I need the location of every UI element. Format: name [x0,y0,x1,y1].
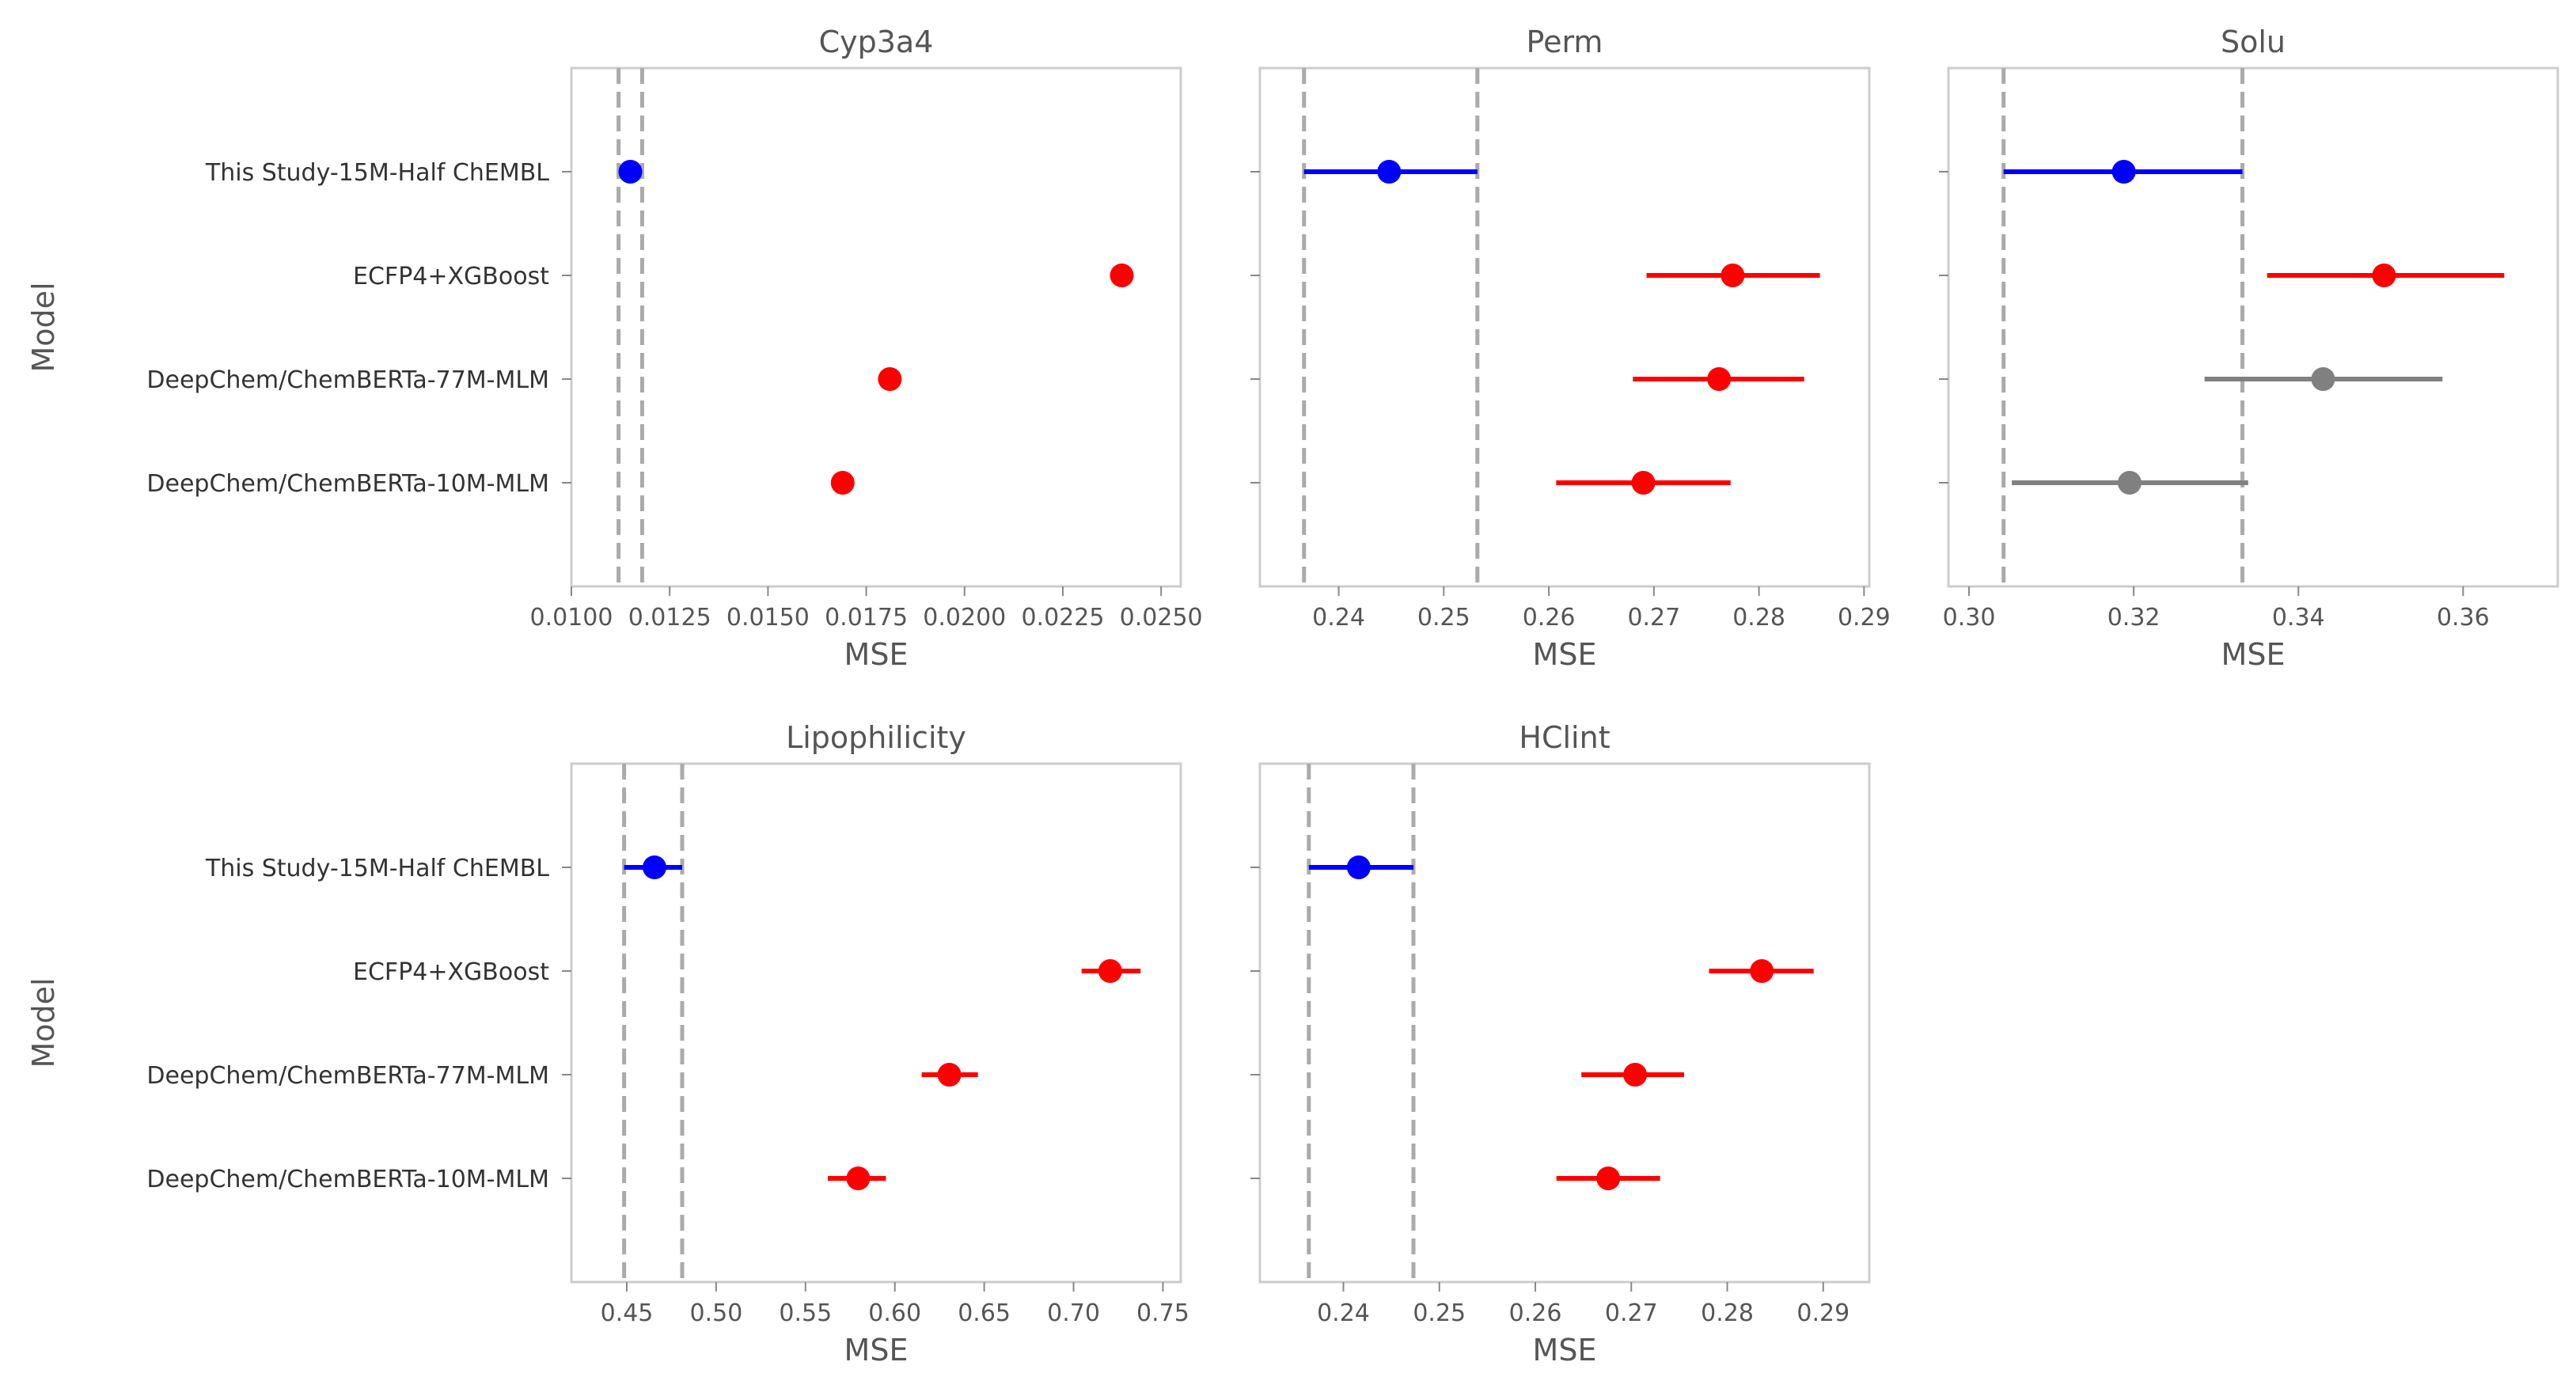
y-category-label: This Study-15M-Half ChEMBL [205,855,549,882]
x-tick-label: 0.30 [1943,604,1996,632]
x-tick-label: 0.29 [1838,604,1891,632]
x-tick-label: 0.0175 [825,604,908,632]
data-point [937,1063,962,1087]
panel-frame [570,762,1182,1284]
x-tick-label: 0.0150 [727,604,810,632]
y-category-label: DeepChem/ChemBERTa-77M-MLM [146,1062,549,1090]
panel-frame [1258,66,1871,588]
panel-title: Lipophilicity [786,720,966,755]
y-category-label: ECFP4+XGBoost [353,958,549,986]
panel-title: Cyp3a4 [819,25,934,59]
y-category-label: ECFP4+XGBoost [353,263,549,290]
x-tick-label: 0.50 [690,1299,743,1327]
data-point [1377,160,1402,184]
x-tick-label: 0.75 [1136,1299,1189,1327]
y-category-label: This Study-15M-Half ChEMBL [205,159,549,187]
x-tick-label: 0.26 [1509,1299,1562,1327]
x-tick-label: 0.0200 [923,604,1006,632]
data-point [2111,160,2136,184]
x-tick-label: 0.28 [1732,604,1785,632]
x-tick-label: 0.0100 [530,604,613,632]
panel-lipophilicity: Lipophilicity 0.45 0.50 0.55 0.60 0.65 0.70 0.7… [26,720,1189,1368]
data-point [618,160,643,184]
panel-title: Perm [1527,25,1603,59]
x-tick-label: 0.27 [1605,1299,1658,1327]
x-tick-label: 0.28 [1701,1299,1754,1327]
panel-hclint: HClint 0.24 0.25 0.26 0.27 0.28 0.29 MSE [1250,720,1871,1368]
x-tick-label: 0.26 [1523,604,1576,632]
x-axis-label: MSE [844,1333,909,1368]
x-tick-label: 0.65 [958,1299,1011,1327]
x-tick-label: 0.0225 [1021,604,1104,632]
panel-title: Solu [2221,25,2286,59]
panel-frame [570,66,1182,588]
data-point [1346,855,1371,879]
data-point [1110,264,1134,287]
x-tick-label: 0.70 [1047,1299,1100,1327]
x-axis-label: MSE [2221,637,2286,672]
data-point [1720,264,1745,287]
y-axis-label: Model [26,282,61,372]
data-point [1596,1166,1621,1190]
x-tick-label: 0.0250 [1120,604,1203,632]
x-tick-label: 0.24 [1312,604,1365,632]
x-tick-label: 0.29 [1796,1299,1849,1327]
panel-title: HClint [1519,720,1610,755]
data-point [1623,1063,1648,1087]
panel-perm: Perm 0.24 0.25 0.26 0.27 0.28 0.29 MSE [1250,25,1891,672]
data-point [2372,264,2396,287]
x-axis-label: MSE [844,637,909,672]
x-tick-label: 0.25 [1413,1299,1466,1327]
panel-frame [1947,66,2559,588]
x-tick-label: 0.25 [1417,604,1470,632]
y-category-label: DeepChem/ChemBERTa-10M-MLM [146,470,549,498]
panel-cyp3a4: Cyp3a4 0.0100 0.0125 0.0150 0.0175 0.0200 0.02… [26,25,1203,672]
x-axis-label: MSE [1533,1333,1597,1368]
x-tick-label: 0.55 [779,1299,832,1327]
x-tick-label: 0.27 [1627,604,1680,632]
x-tick-label: 0.36 [2437,604,2490,632]
data-point [1631,471,1656,495]
data-point [2117,471,2142,495]
data-point [2311,367,2335,391]
data-point [830,471,855,495]
data-point [1750,959,1774,983]
panel-frame [1258,762,1871,1284]
data-point [1098,959,1122,983]
data-point [878,367,902,391]
y-category-label: DeepChem/ChemBERTa-10M-MLM [146,1166,549,1193]
y-category-label: DeepChem/ChemBERTa-77M-MLM [146,366,549,394]
x-tick-label: 0.0125 [628,604,711,632]
x-axis-label: MSE [1533,637,1597,672]
x-tick-label: 0.60 [868,1299,921,1327]
x-tick-label: 0.34 [2272,604,2325,632]
panel-solu: Solu 0.30 0.32 0.34 0.36 MSE [1939,25,2559,672]
data-point [1707,367,1732,391]
x-tick-label: 0.32 [2107,604,2161,632]
x-tick-label: 0.45 [601,1299,654,1327]
y-axis-label: Model [26,977,61,1068]
data-point [846,1166,871,1190]
x-tick-label: 0.24 [1317,1299,1370,1327]
data-point [643,855,666,879]
